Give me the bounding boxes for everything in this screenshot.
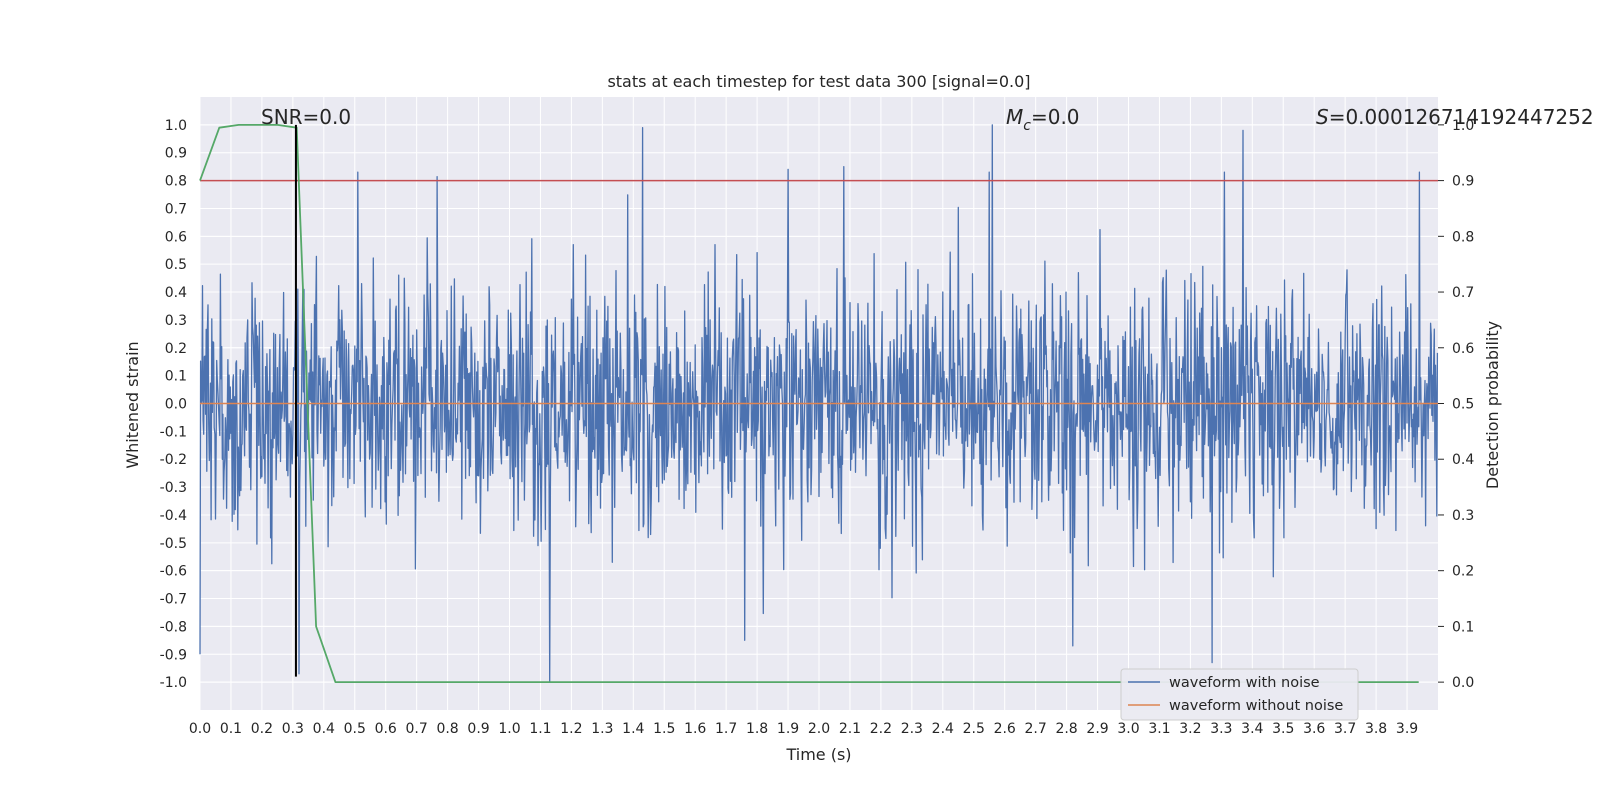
- y-tick-label: -0.7: [160, 592, 187, 608]
- y-tick-label: 0.6: [165, 229, 187, 245]
- y-tick-label: -0.9: [160, 647, 187, 663]
- x-tick-label: 3.3: [1210, 721, 1232, 737]
- x-tick-label: 0.5: [344, 721, 366, 737]
- x-tick-label: 0.3: [282, 721, 304, 737]
- x-tick-label: 2.5: [963, 721, 985, 737]
- x-tick-label: 0.2: [251, 721, 273, 737]
- x-tick-label: 2.9: [1086, 721, 1108, 737]
- legend-clean-label: waveform without noise: [1169, 698, 1343, 714]
- y-tick-label: 0.0: [165, 397, 187, 413]
- x-tick-label: 3.4: [1241, 721, 1263, 737]
- x-tick-label: 1.5: [653, 721, 675, 737]
- x-tick-label: 3.2: [1179, 721, 1201, 737]
- x-axis-label: Time (s): [785, 745, 851, 764]
- y-tick-label: -0.4: [160, 508, 187, 524]
- x-tick-label: 2.4: [932, 721, 954, 737]
- y-tick-label: -0.2: [160, 452, 187, 468]
- x-tick-label: 1.3: [591, 721, 613, 737]
- y-axis-label: Whitened strain: [123, 341, 142, 468]
- noise-waveform-line: [199, 124, 1439, 683]
- y2-tick-label: 1.0: [1452, 118, 1474, 134]
- probability-line: [199, 124, 1419, 683]
- y2-axis-label: Detection probability: [1483, 321, 1502, 489]
- x-tick-label: 1.9: [777, 721, 799, 737]
- x-tick-label: 0.4: [313, 721, 335, 737]
- y2-tick-label: 0.0: [1452, 675, 1474, 691]
- y2-tick-label: 0.9: [1452, 174, 1474, 190]
- x-tick-label: 0.9: [467, 721, 489, 737]
- y-tick-label: 0.1: [165, 369, 187, 385]
- x-tick-label: 3.9: [1396, 721, 1418, 737]
- x-tick-label: 1.6: [684, 721, 706, 737]
- x-tick-label: 2.7: [1025, 721, 1047, 737]
- y2-tick-label: 0.4: [1452, 452, 1474, 468]
- y-tick-label: -0.6: [160, 564, 187, 580]
- x-tick-label: 2.2: [870, 721, 892, 737]
- y-tick-label: 0.4: [165, 285, 187, 301]
- x-tick-label: 0.8: [436, 721, 458, 737]
- y2-tick-label: 0.7: [1452, 285, 1474, 301]
- y-tick-label: 0.5: [165, 257, 187, 273]
- y2-tick-label: 0.8: [1452, 229, 1474, 245]
- x-tick-label: 1.4: [622, 721, 644, 737]
- s-value: =0.000126714192447252: [1329, 105, 1594, 129]
- x-tick-label: 0.0: [189, 721, 211, 737]
- x-tick-label: 3.6: [1303, 721, 1325, 737]
- chart-title: stats at each timestep for test data 300…: [607, 72, 1030, 91]
- x-tick-label: 0.1: [220, 721, 242, 737]
- y-tick-label: 1.0: [165, 118, 187, 134]
- x-tick-label: 3.1: [1148, 721, 1170, 737]
- y-tick-label: 0.9: [165, 146, 187, 162]
- legend-frame: [1120, 668, 1359, 721]
- legend-noise-label: waveform with noise: [1169, 675, 1320, 691]
- x-tick-label: 2.8: [1055, 721, 1077, 737]
- x-tick-label: 1.0: [498, 721, 520, 737]
- x-tick-label: 3.7: [1334, 721, 1356, 737]
- y-tick-label: 0.7: [165, 201, 187, 217]
- y2-tick-label: 0.6: [1452, 341, 1474, 357]
- s-annotation: S=0.000126714192447252: [1316, 105, 1594, 129]
- x-tick-label: 0.6: [375, 721, 397, 737]
- x-tick-label: 0.7: [406, 721, 428, 737]
- chirp-mass-symbol: M: [1006, 105, 1023, 129]
- x-tick-label: 3.5: [1272, 721, 1294, 737]
- x-tick-label: 2.6: [994, 721, 1016, 737]
- y-tick-label: -0.8: [160, 619, 187, 635]
- y2-tick-label: 0.2: [1452, 564, 1474, 580]
- chirp-mass-value: =0.0: [1031, 105, 1080, 129]
- y-tick-label: -0.1: [160, 424, 187, 440]
- chirp-mass-subscript: c: [1023, 118, 1031, 134]
- x-tick-label: 2.3: [901, 721, 923, 737]
- x-tick-label: 2.0: [808, 721, 830, 737]
- y-tick-label: -0.5: [160, 536, 187, 552]
- x-tick-label: 3.8: [1365, 721, 1387, 737]
- y2-tick-label: 0.1: [1452, 619, 1474, 635]
- x-tick-label: 1.1: [529, 721, 551, 737]
- chirp-mass-annotation: Mc=0.0: [1006, 105, 1080, 134]
- legend: waveform with noise waveform without noi…: [1120, 668, 1359, 721]
- y-tick-label: 0.3: [165, 313, 187, 329]
- x-tick-label: 1.8: [746, 721, 768, 737]
- x-tick-label: 1.7: [715, 721, 737, 737]
- y-tick-label: -0.3: [160, 480, 187, 496]
- y-tick-label: 0.8: [165, 174, 187, 190]
- s-symbol: S: [1316, 105, 1329, 129]
- x-tick-label: 2.1: [839, 721, 861, 737]
- y2-tick-label: 0.3: [1452, 508, 1474, 524]
- x-tick-label: 1.2: [560, 721, 582, 737]
- y-tick-label: 0.2: [165, 341, 187, 357]
- snr-annotation: SNR=0.0: [261, 105, 351, 129]
- y2-tick-label: 0.5: [1452, 397, 1474, 413]
- x-tick-label: 3.0: [1117, 721, 1139, 737]
- y-tick-label: -1.0: [160, 675, 187, 691]
